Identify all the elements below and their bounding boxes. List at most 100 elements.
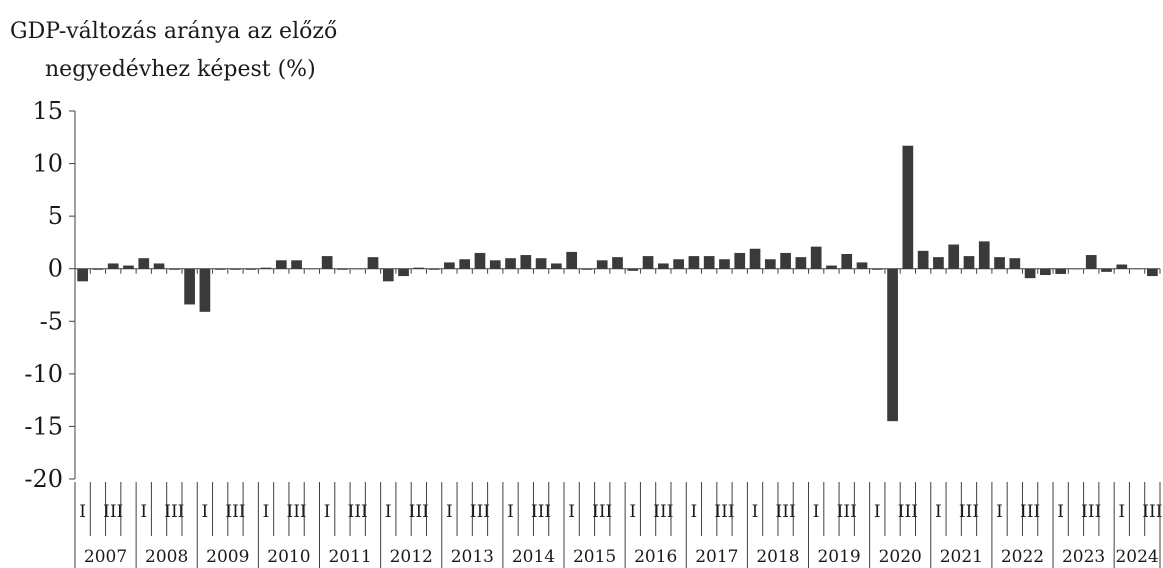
bar bbox=[1101, 268, 1112, 272]
year-label: 2024 bbox=[1115, 547, 1158, 567]
bar bbox=[551, 263, 562, 269]
year-label: 2007 bbox=[84, 547, 127, 567]
bar bbox=[703, 256, 715, 269]
year-label: 2018 bbox=[756, 547, 799, 567]
bar bbox=[887, 268, 898, 422]
bar bbox=[1116, 264, 1128, 269]
quarter-label: III bbox=[1081, 502, 1101, 522]
quarter-label: I bbox=[202, 502, 209, 522]
y-tick-label: -5 bbox=[40, 307, 63, 335]
year-label: 2011 bbox=[328, 547, 371, 567]
year-label: 2015 bbox=[573, 547, 616, 567]
bar bbox=[260, 267, 272, 269]
quarter-label: III bbox=[592, 502, 612, 522]
y-tick-label: 0 bbox=[48, 255, 63, 283]
bar bbox=[382, 268, 394, 282]
bar bbox=[1040, 268, 1051, 276]
quarter-label: III bbox=[531, 502, 551, 522]
quarter-label: III bbox=[1142, 502, 1162, 522]
bar bbox=[474, 252, 486, 269]
bar bbox=[612, 257, 623, 269]
quarter-label: III bbox=[959, 502, 979, 522]
bar bbox=[566, 251, 578, 269]
bar bbox=[398, 268, 409, 277]
quarter-label: I bbox=[691, 502, 698, 522]
bar bbox=[764, 259, 776, 269]
bar bbox=[933, 257, 944, 269]
quarter-label: I bbox=[1057, 502, 1064, 522]
y-axis-label-line-1: GDP-változás aránya az előző bbox=[10, 19, 337, 44]
bar bbox=[948, 244, 960, 269]
bar bbox=[230, 268, 241, 270]
bar bbox=[459, 259, 471, 269]
bar bbox=[77, 268, 88, 282]
quarter-label: III bbox=[1020, 502, 1040, 522]
quarter-label: I bbox=[507, 502, 514, 522]
bar bbox=[168, 268, 180, 270]
bar bbox=[627, 268, 639, 271]
bar bbox=[871, 268, 883, 270]
quarter-label: III bbox=[898, 502, 918, 522]
y-tick-label: 10 bbox=[32, 150, 63, 178]
quarter-label: I bbox=[263, 502, 270, 522]
bar bbox=[856, 262, 868, 269]
bar bbox=[596, 260, 608, 269]
year-label: 2019 bbox=[817, 547, 860, 567]
y-tick-label: 15 bbox=[32, 97, 63, 125]
bar bbox=[841, 253, 853, 269]
bar bbox=[413, 267, 425, 269]
year-label: 2014 bbox=[512, 547, 555, 567]
bar bbox=[780, 252, 791, 269]
bar bbox=[489, 260, 501, 269]
quarter-label: III bbox=[409, 502, 429, 522]
bar bbox=[642, 256, 654, 269]
year-label: 2012 bbox=[390, 547, 433, 567]
year-label: 2023 bbox=[1062, 547, 1105, 567]
bar bbox=[367, 257, 379, 269]
bar bbox=[153, 263, 165, 269]
bar bbox=[444, 262, 455, 269]
bar bbox=[505, 258, 516, 269]
bar bbox=[902, 145, 914, 269]
bar bbox=[245, 268, 257, 270]
quarter-label: III bbox=[164, 502, 184, 522]
quarter-label: III bbox=[837, 502, 857, 522]
quarter-label: I bbox=[874, 502, 881, 522]
bar bbox=[520, 255, 532, 269]
quarter-label: I bbox=[446, 502, 453, 522]
quarter-label: I bbox=[996, 502, 1003, 522]
quarter-label: III bbox=[287, 502, 307, 522]
bar bbox=[321, 256, 333, 269]
y-axis-ticks: 15 10 5 0 -5 -10 -15 -20 bbox=[24, 97, 75, 493]
year-label: 2021 bbox=[940, 547, 983, 567]
bar bbox=[673, 259, 684, 269]
quarter-label: I bbox=[935, 502, 942, 522]
bar bbox=[199, 268, 211, 312]
year-label: 2022 bbox=[1001, 547, 1044, 567]
bar bbox=[688, 256, 700, 269]
bar bbox=[184, 268, 195, 305]
bar bbox=[535, 258, 547, 269]
bar bbox=[92, 268, 104, 270]
bar bbox=[1070, 268, 1082, 270]
quarter-label: I bbox=[140, 502, 147, 522]
quarter-label: I bbox=[813, 502, 820, 522]
bar bbox=[795, 257, 807, 269]
y-axis-label: GDP-változás aránya az előző negyedévhez… bbox=[10, 19, 337, 82]
quarter-label: III bbox=[470, 502, 490, 522]
quarter-label: I bbox=[752, 502, 759, 522]
year-label: 2010 bbox=[267, 547, 310, 567]
year-label: 2020 bbox=[879, 547, 922, 567]
bar bbox=[826, 265, 837, 269]
quarter-label: III bbox=[776, 502, 796, 522]
bar bbox=[138, 258, 150, 269]
quarter-label: III bbox=[103, 502, 123, 522]
bar bbox=[658, 263, 669, 269]
bar bbox=[994, 257, 1005, 269]
quarter-label: III bbox=[225, 502, 245, 522]
quarter-label: I bbox=[324, 502, 331, 522]
quarter-label: III bbox=[348, 502, 368, 522]
bar bbox=[291, 260, 302, 269]
bar bbox=[1147, 268, 1158, 277]
bar bbox=[810, 246, 822, 269]
